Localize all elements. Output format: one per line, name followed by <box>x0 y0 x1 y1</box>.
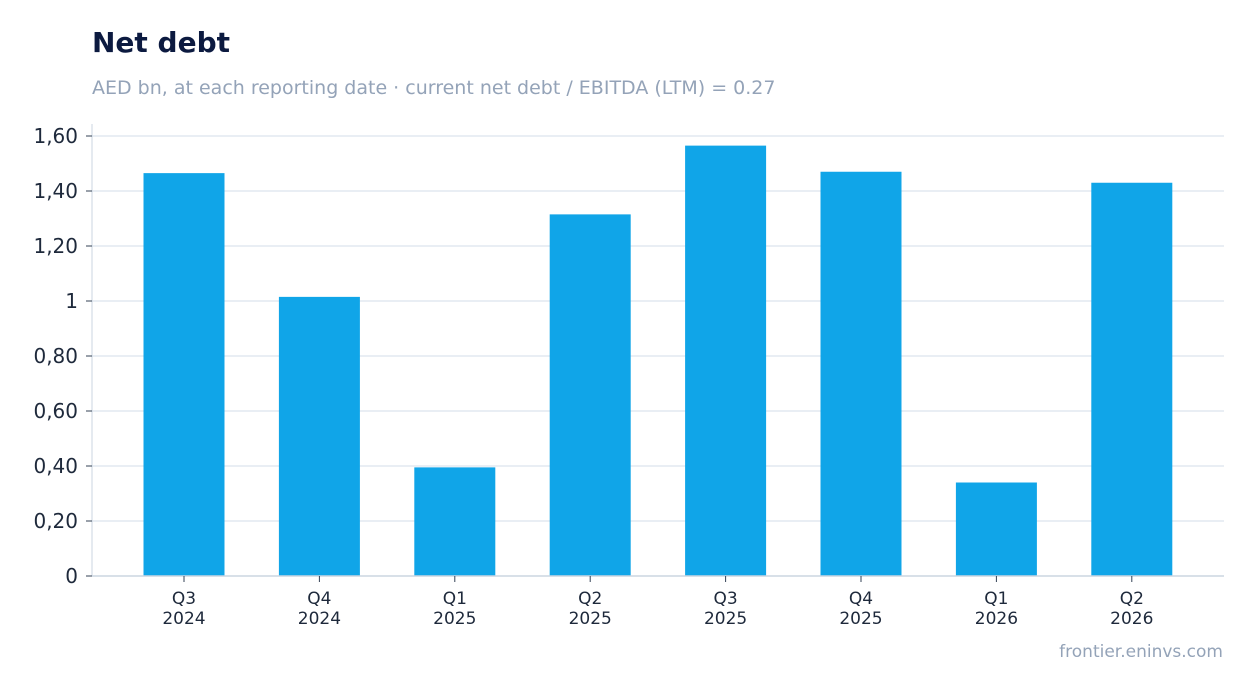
x-tick-label: 2024 <box>298 609 341 629</box>
x-tick-label: Q2 <box>578 589 602 609</box>
grid-lines <box>92 135 1224 522</box>
x-tick-label: 2024 <box>162 609 205 629</box>
bar <box>1091 182 1173 576</box>
bar <box>414 467 496 576</box>
source-footer: frontier.eninvs.com <box>1059 642 1223 662</box>
y-tick-label: 1,60 <box>33 124 78 148</box>
bar <box>955 482 1037 576</box>
bar <box>685 145 767 576</box>
x-tick-label: 2026 <box>975 609 1018 629</box>
y-tick-label: 1,20 <box>33 234 78 258</box>
y-tick-label: 0,60 <box>33 399 78 423</box>
bar <box>278 296 360 576</box>
x-tick-label: Q3 <box>172 589 196 609</box>
x-tick-label: 2025 <box>839 609 882 629</box>
y-tick-label: 1,40 <box>33 179 78 203</box>
x-axis-ticks: Q32024Q42024Q12025Q22025Q32025Q42025Q120… <box>162 576 1153 629</box>
bar <box>143 173 225 576</box>
x-tick-label: Q3 <box>713 589 737 609</box>
bars <box>143 145 1173 576</box>
y-tick-label: 1 <box>65 289 78 313</box>
x-tick-label: Q4 <box>849 589 873 609</box>
x-tick-label: 2026 <box>1110 609 1153 629</box>
x-tick-label: Q1 <box>443 589 467 609</box>
x-tick-label: 2025 <box>569 609 612 629</box>
chart-subtitle: AED bn, at each reporting date · current… <box>92 77 776 99</box>
bar <box>549 214 631 576</box>
x-tick-label: Q4 <box>307 589 331 609</box>
x-tick-label: Q1 <box>984 589 1008 609</box>
x-tick-label: Q2 <box>1120 589 1144 609</box>
y-axis-ticks: 0 0,20 0,40 0,60 0,80 1 1,20 1,40 1,60 <box>33 124 92 588</box>
chart-title: Net debt <box>92 26 231 59</box>
axes <box>91 124 1224 577</box>
y-tick-label: 0,20 <box>33 509 78 533</box>
y-tick-label: 0 <box>65 564 78 588</box>
x-tick-label: 2025 <box>433 609 476 629</box>
y-tick-label: 0,40 <box>33 454 78 478</box>
x-tick-label: 2025 <box>704 609 747 629</box>
y-tick-label: 0,80 <box>33 344 78 368</box>
bar <box>820 171 902 576</box>
